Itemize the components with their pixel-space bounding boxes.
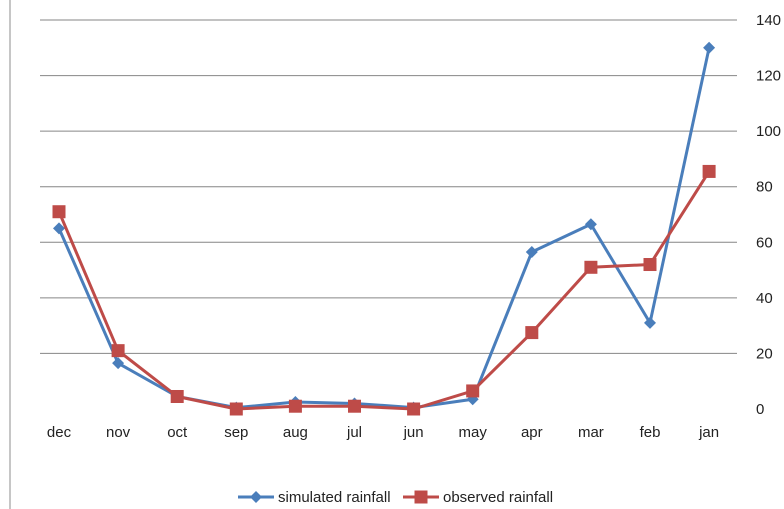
- y-tick-label: 120: [756, 68, 781, 85]
- square-marker: [288, 399, 302, 413]
- square-marker: [466, 384, 480, 398]
- square-marker: [52, 205, 66, 219]
- square-marker: [407, 402, 421, 416]
- x-axis-tick-labels: dec nov oct sep aug jul jun may apr mar feb jan: [47, 424, 719, 441]
- y-tick-label: 60: [756, 234, 773, 251]
- y-tick-label: 40: [756, 290, 773, 307]
- diamond-marker: [584, 218, 597, 231]
- square-marker: [643, 258, 657, 272]
- diamond-marker: [112, 357, 125, 370]
- y-axis-tick-labels: 0 20 40 60 80 100 120 140: [756, 12, 781, 418]
- legend-square-marker: [414, 490, 428, 504]
- x-tick-label: jun: [403, 424, 424, 441]
- x-tick-label: sep: [224, 424, 248, 441]
- data-series: [52, 41, 716, 416]
- legend-item: simulated rainfall: [238, 489, 391, 506]
- square-marker: [229, 402, 243, 416]
- gridlines: [40, 19, 737, 354]
- square-marker: [348, 399, 361, 413]
- x-tick-label: oct: [167, 424, 188, 441]
- diamond-marker: [53, 222, 65, 235]
- x-tick-label: aug: [283, 424, 308, 441]
- x-tick-label: nov: [106, 424, 131, 441]
- legend-item: observed rainfall: [403, 489, 553, 506]
- x-tick-label: jul: [346, 424, 362, 441]
- legend-label: simulated rainfall: [278, 489, 391, 506]
- x-tick-label: feb: [640, 424, 661, 441]
- legend-diamond-marker: [250, 491, 262, 503]
- y-tick-label: 80: [756, 179, 773, 196]
- square-marker: [702, 164, 716, 178]
- x-tick-label: mar: [578, 424, 604, 441]
- square-marker: [170, 389, 184, 403]
- series-simulated-rainfall: [53, 41, 716, 414]
- x-tick-label: dec: [47, 424, 72, 441]
- series-observed-rainfall: [52, 164, 716, 416]
- y-tick-label: 100: [756, 123, 781, 140]
- y-tick-label: 0: [756, 401, 764, 418]
- square-marker: [584, 260, 598, 274]
- legend: simulated rainfall observed rainfall: [238, 489, 553, 506]
- diamond-marker: [703, 41, 716, 54]
- diamond-marker: [525, 246, 538, 259]
- x-tick-label: jan: [698, 424, 719, 441]
- x-tick-label: may: [459, 424, 488, 441]
- y-tick-label: 20: [756, 345, 773, 362]
- square-marker: [111, 344, 125, 358]
- y-tick-label: 140: [756, 12, 781, 29]
- diamond-marker: [644, 316, 656, 329]
- x-tick-label: apr: [521, 424, 543, 441]
- series-line: [57, 47, 711, 410]
- legend-label: observed rainfall: [443, 489, 553, 506]
- series-line: [57, 170, 711, 411]
- square-marker: [525, 326, 539, 340]
